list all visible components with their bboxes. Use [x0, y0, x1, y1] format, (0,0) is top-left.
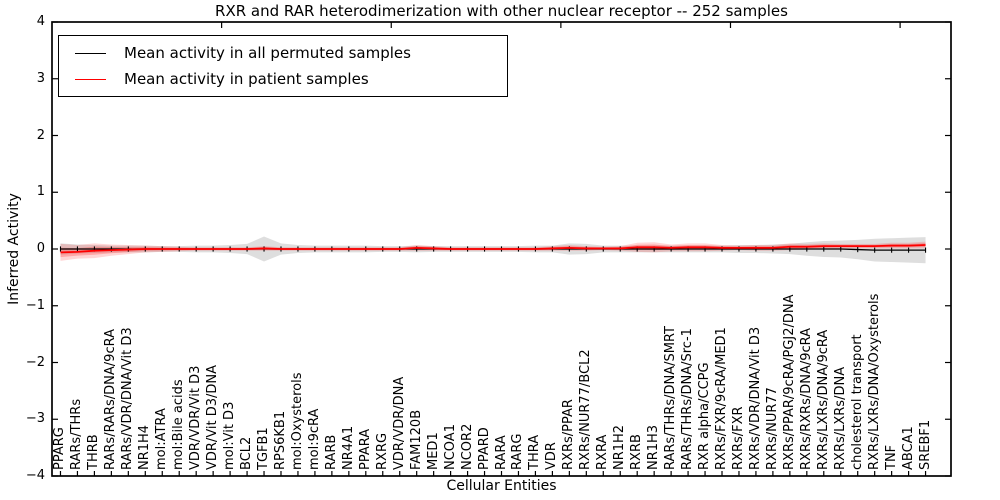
x-tick-label: RXRs/RXRs/DNA/9cRA: [798, 327, 814, 470]
x-tick-label: SREBF1: [917, 419, 933, 470]
y-tick-label: 2: [36, 127, 45, 143]
x-tick-label: RARs/RARs/DNA/9cRA: [103, 329, 119, 470]
x-tick-label: RARG: [510, 433, 526, 470]
y-tick-label: 0: [36, 241, 45, 256]
x-tick-label: mol:Bile acids: [171, 379, 187, 470]
x-tick-label: RXR alpha/CCPG: [697, 362, 713, 470]
x-tick-label: THRB: [86, 434, 102, 470]
y-axis-label: Inferred Activity: [6, 193, 22, 305]
x-tick-label: mol:Vit D3: [222, 401, 238, 470]
x-tick-label: VDR/VDR/DNA: [391, 376, 407, 470]
x-tick-label: VDR: [544, 442, 560, 470]
x-tick-label: RXRs/LXRs/DNA/9cRA: [815, 329, 831, 470]
x-tick-label: VDR/VDR/Vit D3: [188, 365, 204, 470]
legend-line-red: [75, 78, 106, 80]
x-tick-label: THRA: [527, 434, 543, 470]
legend-line-black: [75, 52, 106, 54]
x-tick-label: RARB: [323, 434, 339, 470]
x-tick-label: NR1H4: [137, 424, 153, 470]
x-tick-label: VDR/Vit D3/DNA: [205, 364, 221, 470]
y-tick-label: −1: [25, 297, 45, 313]
y-tick-label: 4: [36, 14, 45, 29]
y-tick-label: −3: [25, 411, 45, 427]
x-tick-label: RXRs/VDR/DNA/Vit D3: [747, 326, 763, 470]
x-tick-label: mol:Oxysterols: [289, 372, 305, 471]
x-tick-label: TGFB1: [256, 427, 272, 470]
y-tick-label: 1: [36, 184, 45, 200]
x-tick-label: RXRB: [629, 434, 645, 470]
x-tick-label: mol:ATRA: [154, 408, 170, 470]
legend-label-permuted: Mean activity in all permuted samples: [124, 44, 411, 62]
x-tick-label: RARs/THRs: [69, 398, 85, 470]
x-tick-label: RXRs/NUR77: [764, 387, 780, 470]
x-tick-label: RXRs/FXR/9cRA/MED1: [714, 327, 729, 470]
x-tick-label: RXRs/PPAR: [561, 399, 577, 470]
x-axis-label: Cellular Entities: [446, 478, 557, 494]
x-tick-label: RXRs/FXR: [730, 406, 746, 470]
x-tick-label: RARs/VDR/DNA/Vit D3: [120, 327, 136, 470]
x-tick-label: FAM120B: [408, 409, 424, 470]
x-tick-label: NR1H2: [612, 424, 628, 470]
x-tick-label: RXRG: [374, 432, 390, 470]
y-tick-label: −2: [25, 354, 45, 370]
x-tick-label: RARs/THRs/DNA/SMRT: [663, 326, 679, 470]
x-tick-label: RXRs/PPAR/9cRA/PGJ2/DNA: [781, 294, 797, 471]
x-tick-label: NR4A1: [340, 425, 356, 470]
x-tick-label: NR1H3: [646, 424, 662, 470]
x-tick-label: NCOA1: [442, 424, 458, 470]
x-tick-label: NCOR2: [459, 423, 475, 470]
legend-label-patient: Mean activity in patient samples: [124, 70, 369, 88]
x-tick-label: MED1: [425, 432, 441, 470]
legend-entry-patient: Mean activity in patient samples: [75, 70, 507, 88]
chart-title: RXR and RAR heterodimerization with othe…: [215, 2, 788, 20]
legend-entry-permuted: Mean activity in all permuted samples: [75, 44, 507, 62]
x-tick-label: RPS6KB1: [272, 410, 288, 470]
x-tick-label: mol:9cRA: [306, 408, 322, 470]
x-tick-label: RARs/THRs/DNA/Src-1: [680, 328, 696, 470]
x-tick-label: PPARG: [52, 427, 68, 470]
x-tick-label: RARA: [493, 435, 509, 470]
x-tick-label: RXRs/LXRs/DNA/Oxysterols: [866, 293, 882, 470]
x-tick-label: BCL2: [239, 436, 255, 470]
x-tick-label: cholesterol transport: [849, 334, 865, 470]
x-tick-label: PPARA: [357, 428, 373, 470]
x-tick-label: ABCA1: [900, 426, 916, 470]
x-tick-label: RXRs/NUR77/BCL2: [578, 349, 594, 470]
x-tick-label: RXRs/LXRs/DNA: [832, 366, 848, 470]
y-tick-label: −4: [25, 468, 45, 483]
y-tick-label: 3: [36, 70, 45, 86]
x-tick-label: RXRA: [595, 434, 611, 470]
x-tick-label: TNF: [883, 444, 899, 470]
legend: Mean activity in all permuted samples Me…: [58, 35, 508, 97]
x-tick-label: PPARD: [476, 427, 492, 470]
